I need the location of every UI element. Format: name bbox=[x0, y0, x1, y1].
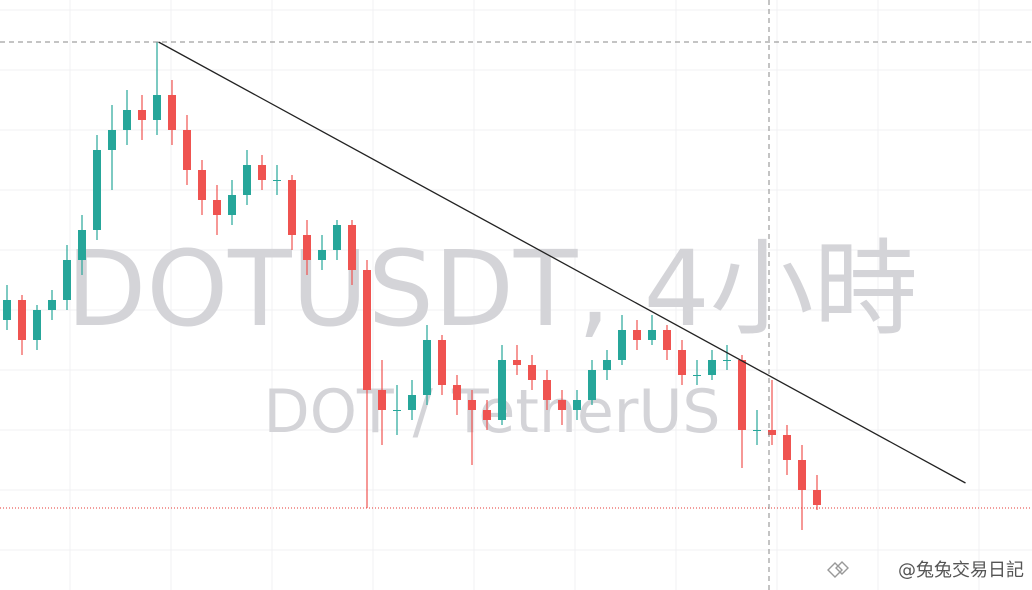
candle-body bbox=[183, 130, 191, 170]
candle-body bbox=[723, 360, 731, 361]
candle-body bbox=[453, 385, 461, 400]
candle-body bbox=[258, 165, 266, 180]
candle-body bbox=[498, 360, 506, 420]
candle-body bbox=[33, 310, 41, 340]
candle-body bbox=[153, 95, 161, 120]
candle-body bbox=[363, 270, 371, 390]
candle-body bbox=[273, 180, 281, 181]
candle-body bbox=[138, 110, 146, 120]
watermark-subtitle: DOT / TetherUS bbox=[264, 377, 721, 447]
candle-body bbox=[243, 165, 251, 195]
candle-body bbox=[48, 300, 56, 310]
candle-body bbox=[798, 460, 806, 490]
candle-body bbox=[813, 490, 821, 505]
candle-body bbox=[3, 300, 11, 320]
candle-body bbox=[213, 200, 221, 215]
plot bbox=[0, 41, 1032, 530]
candle-body bbox=[63, 260, 71, 300]
candle-body bbox=[438, 340, 446, 385]
candle-body bbox=[423, 340, 431, 395]
candle-body bbox=[633, 330, 641, 340]
author-annotation: @兔兔交易日記 bbox=[898, 560, 1024, 581]
candle-body bbox=[558, 400, 566, 410]
candle-body bbox=[573, 400, 581, 410]
candle-body bbox=[678, 350, 686, 375]
candle-body bbox=[768, 430, 776, 435]
candle-body bbox=[348, 225, 356, 270]
candle-body bbox=[408, 395, 416, 410]
candle-body bbox=[753, 430, 761, 431]
candle-body bbox=[468, 400, 476, 410]
candle-body bbox=[393, 410, 401, 411]
candle-body bbox=[303, 235, 311, 260]
candle-body bbox=[123, 110, 131, 130]
candle-body bbox=[318, 250, 326, 260]
candle-body bbox=[588, 370, 596, 400]
candle-body bbox=[603, 360, 611, 370]
candle-body bbox=[93, 150, 101, 230]
candle-body bbox=[513, 360, 521, 365]
trendline bbox=[158, 41, 966, 484]
candle-body bbox=[783, 435, 791, 460]
candle-body bbox=[483, 410, 491, 420]
candle-body bbox=[378, 390, 386, 410]
candle-body bbox=[708, 360, 716, 375]
candle-body bbox=[333, 225, 341, 250]
candle-body bbox=[693, 375, 701, 376]
watermark-logo bbox=[827, 561, 849, 578]
candle-body bbox=[108, 130, 116, 150]
watermark-title: DOTUSDT, 4小時 bbox=[66, 228, 918, 350]
candle-body bbox=[18, 300, 26, 340]
candle-body bbox=[228, 195, 236, 215]
candle-body bbox=[663, 330, 671, 350]
candle-body bbox=[648, 330, 656, 340]
candle-body bbox=[543, 380, 551, 400]
candle-body bbox=[288, 180, 296, 235]
candle-body bbox=[198, 170, 206, 200]
candle-body bbox=[168, 95, 176, 130]
candle-body bbox=[618, 330, 626, 360]
candle-body bbox=[528, 365, 536, 380]
candle-body bbox=[738, 360, 746, 430]
candle-body bbox=[78, 230, 86, 260]
